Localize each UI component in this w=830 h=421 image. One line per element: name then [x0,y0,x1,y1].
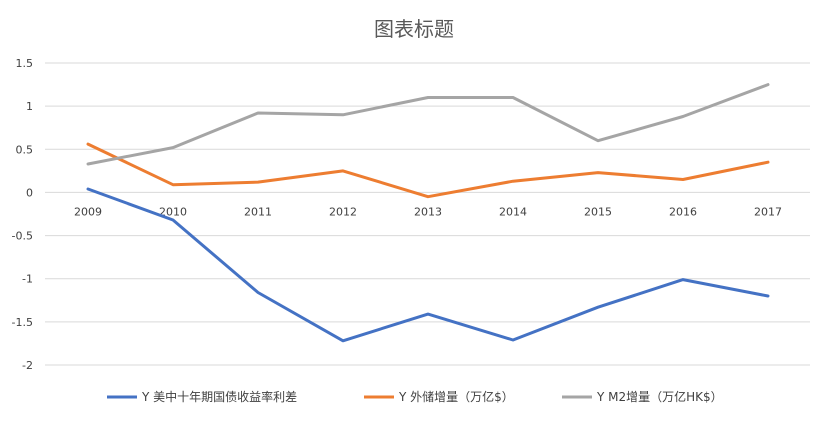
x-tick-label: 2009 [74,205,102,218]
y-tick-label: -0.5 [12,230,33,243]
y-tick-label: -2 [22,359,33,372]
y-axis-ticks: -2 -1.5 -1 -0.5 0 0.5 1 1.5 [12,57,33,372]
y-tick-label: -1.5 [12,316,33,329]
y-tick-label: 1 [26,100,33,113]
x-tick-label: 2011 [244,205,272,218]
legend-label: Y M2增量（万亿HK$） [596,389,723,404]
legend-label: Y 外储增量（万亿$） [398,389,514,404]
series-line-1 [86,187,770,343]
x-tick-label: 2012 [329,205,357,218]
x-tick-label: 2013 [414,205,442,218]
series-line-3 [86,83,770,166]
x-axis-ticks: 2009 2010 2011 2012 2013 2014 2015 2016 2017 [74,205,782,218]
x-tick-label: 2014 [499,205,527,218]
legend: Y 美中十年期国债收益率利差 Y 外储增量（万亿$） Y M2增量（万亿HK$） [107,389,723,404]
legend-label: Y 美中十年期国债收益率利差 [141,389,297,404]
y-tick-label: 0.5 [16,143,34,156]
series-lines [86,83,770,343]
chart-title: 图表标题 [374,17,454,41]
series-line-2 [86,142,770,199]
gridlines [45,62,810,366]
x-tick-label: 2015 [584,205,612,218]
y-tick-label: 1.5 [16,57,34,70]
x-tick-label: 2017 [754,205,782,218]
y-tick-label: 0 [26,186,33,199]
x-tick-label: 2016 [669,205,697,218]
x-tick-label: 2010 [159,205,187,218]
y-tick-label: -1 [22,273,33,286]
